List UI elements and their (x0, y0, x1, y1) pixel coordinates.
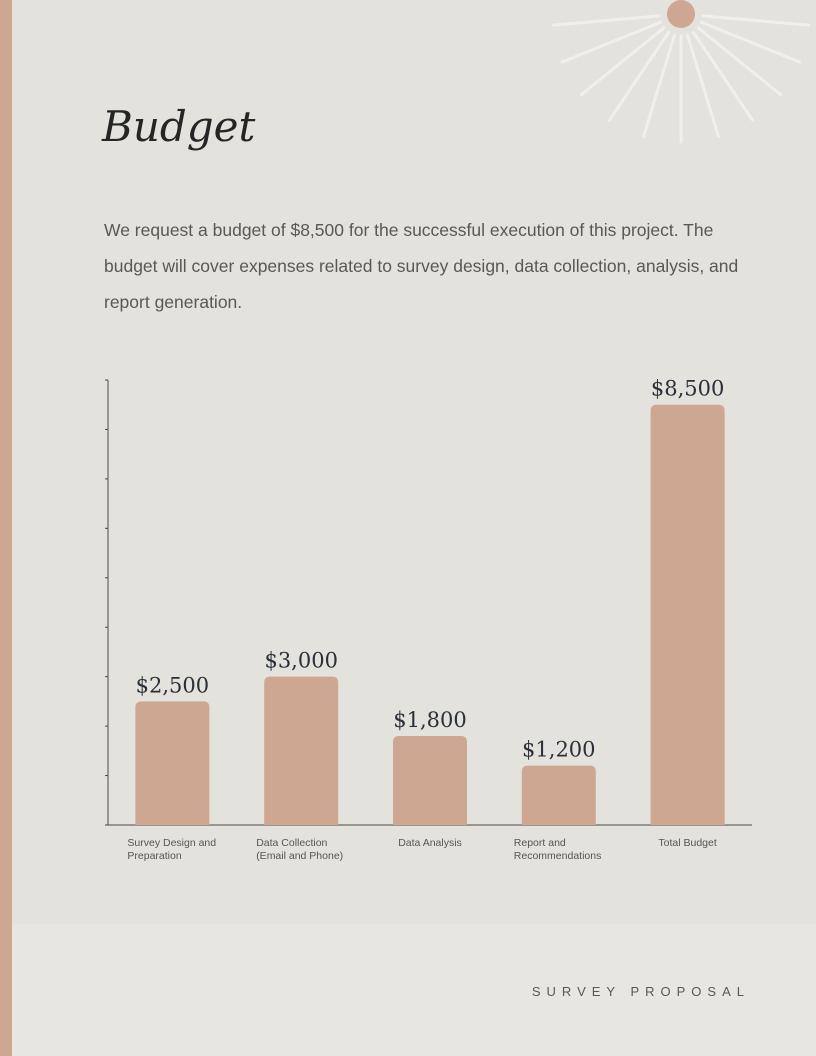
bar (264, 676, 339, 825)
bar (393, 736, 467, 825)
bar (650, 404, 725, 825)
x-tick-label: Survey Design and Preparation (127, 837, 216, 862)
bar-value-label: $1,800 (393, 708, 466, 732)
budget-bar-chart: $2,500 Survey Design and Preparation $3,000… (105, 377, 752, 862)
x-tick-label: Total Budget (658, 837, 716, 849)
intro-paragraph: We request a budget of $8,500 for the su… (104, 220, 739, 312)
accent-stripe (0, 0, 12, 1056)
footer-label: SURVEY PROPOSAL (531, 984, 750, 999)
bar (135, 701, 210, 825)
x-tick-label: Data Collection (Email and Phone) (256, 837, 343, 862)
bar-value-label: $8,500 (651, 377, 724, 401)
bar-value-label: $3,000 (264, 649, 337, 673)
bar-value-label: $1,200 (522, 738, 595, 762)
bar-value-label: $2,500 (136, 673, 209, 697)
bar (521, 765, 596, 825)
page-title: Budget (102, 102, 256, 151)
x-tick-label: Data Analysis (398, 837, 462, 849)
x-tick-label: Report and Recommendations (514, 837, 602, 862)
sun-decoration-icon (551, 0, 811, 144)
